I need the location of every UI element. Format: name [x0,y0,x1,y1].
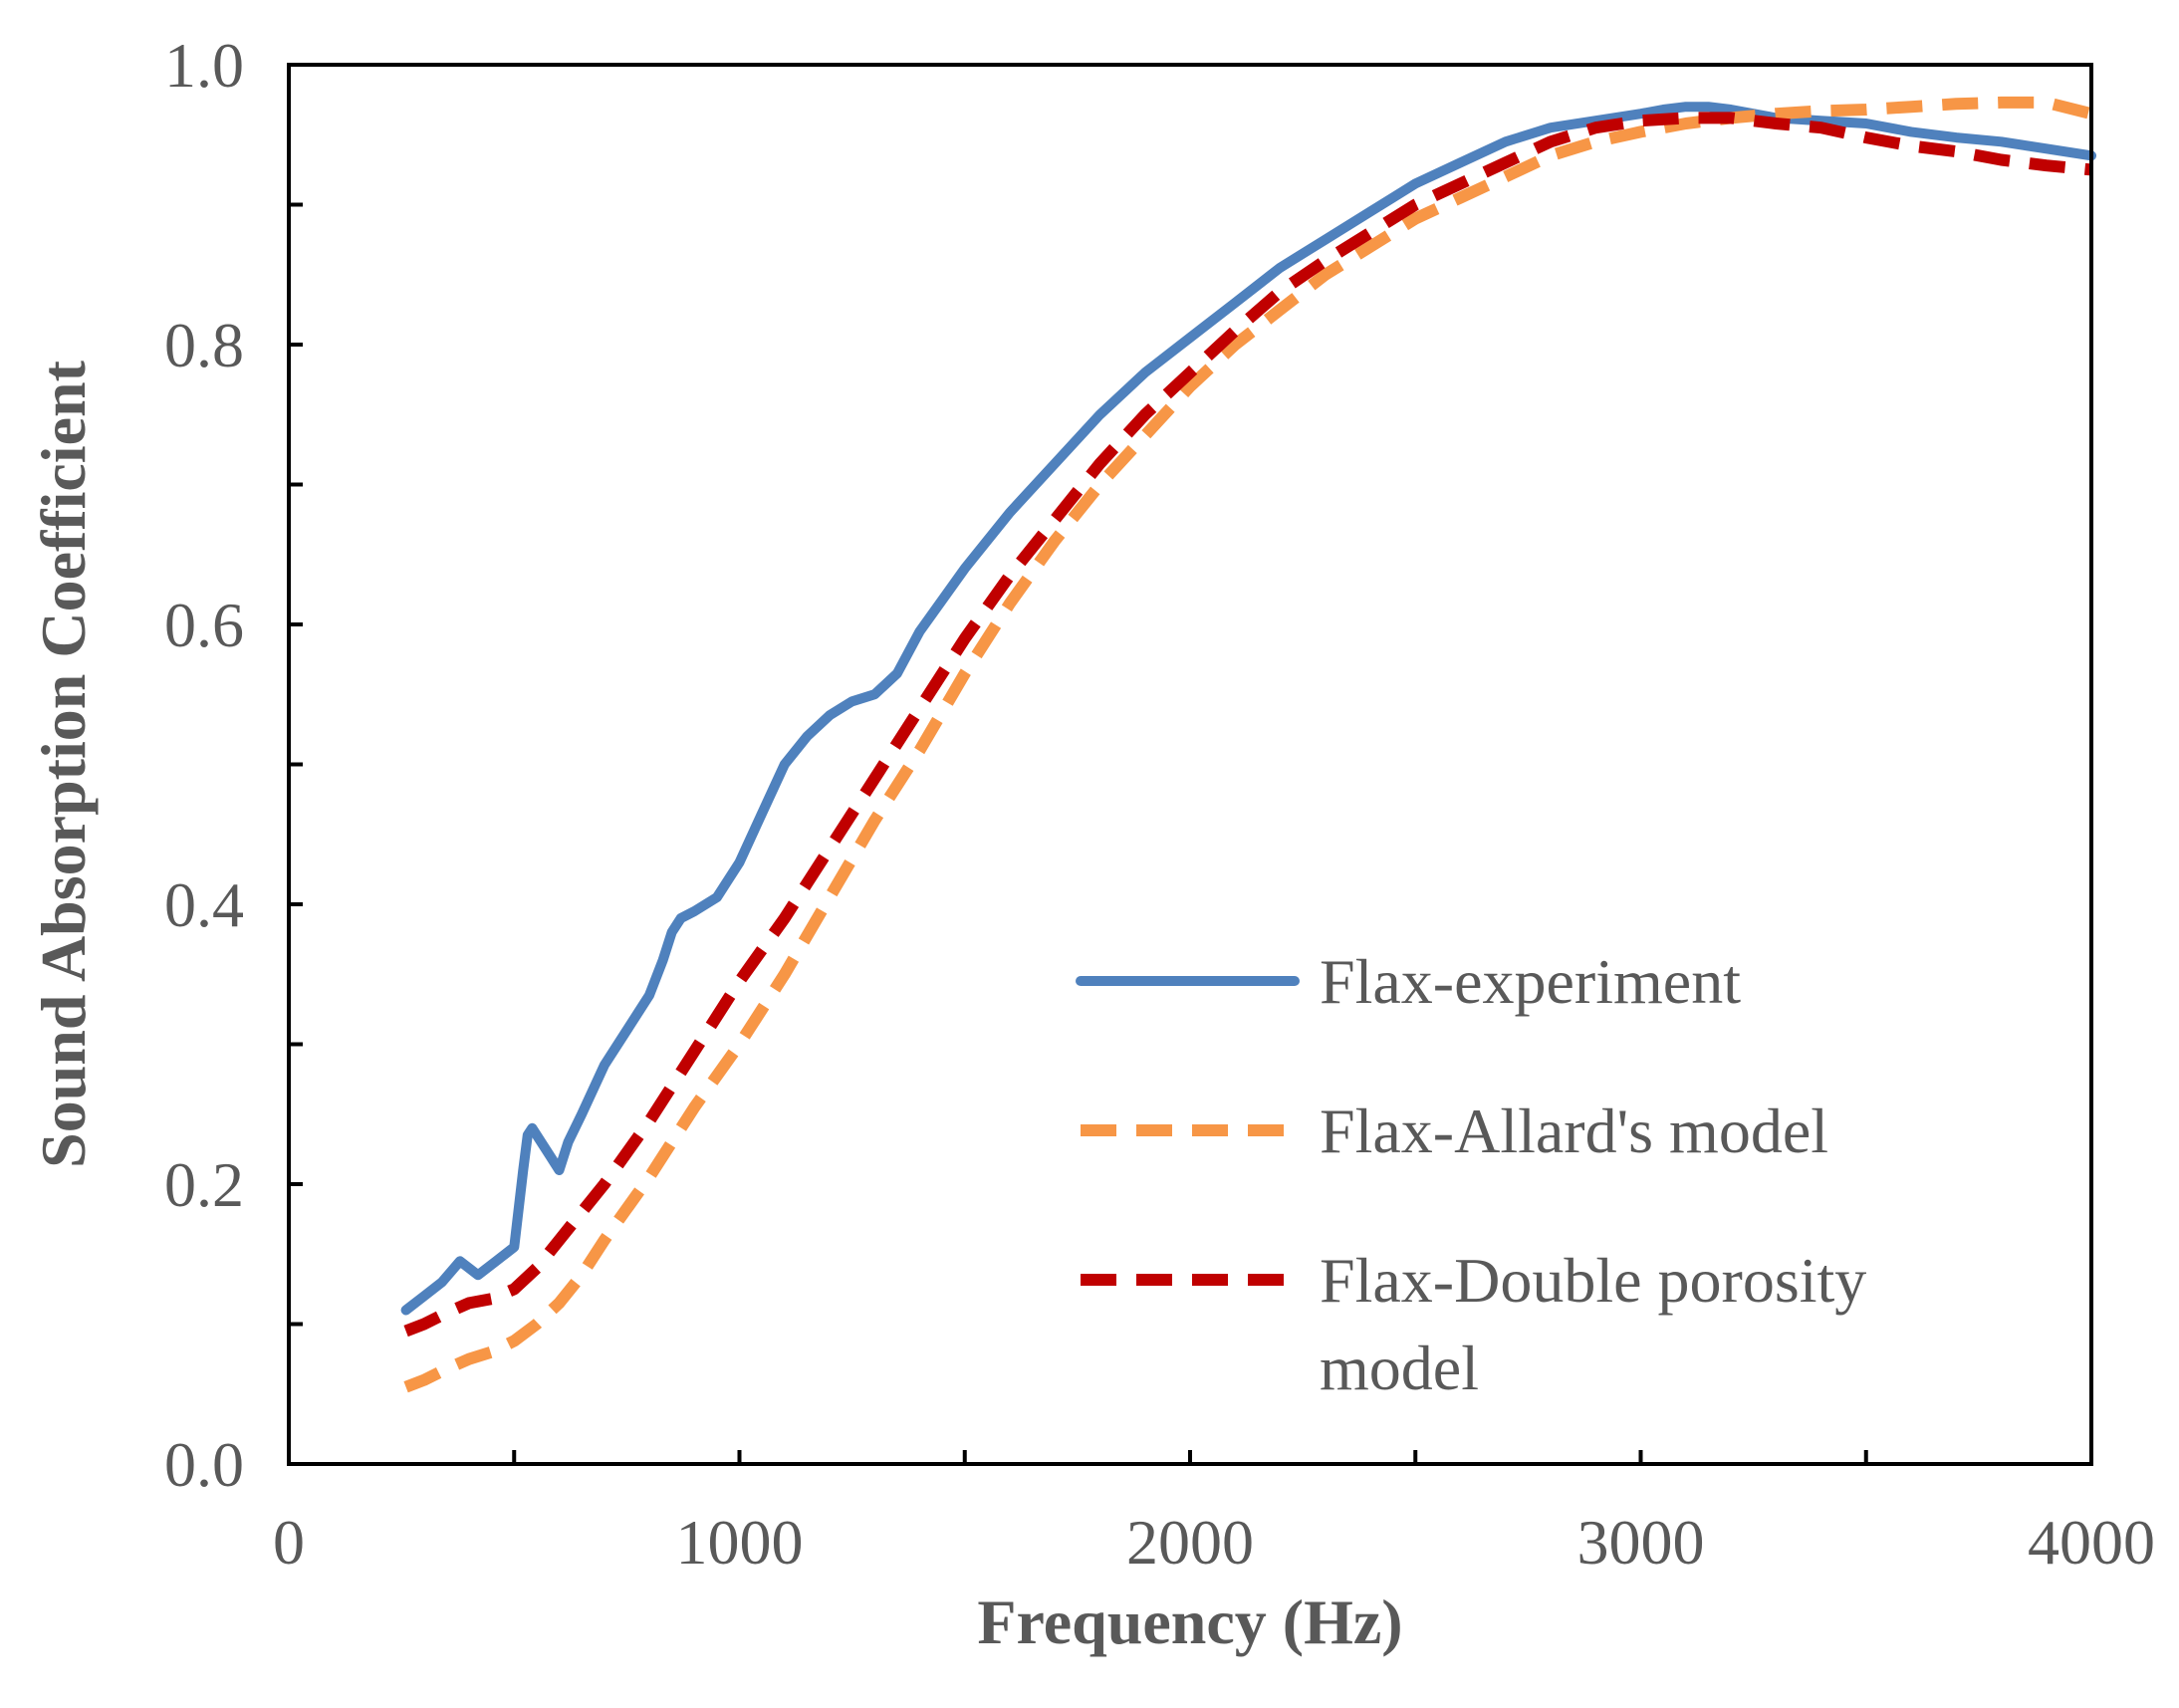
labels-layer: 0 1000 2000 3000 4000 0.0 0.2 0.4 0.6 0.8 1.0 Frequ… [28,30,2155,1657]
series-layer [400,96,2096,1393]
y-tick-label: 0.0 [164,1429,244,1500]
legend-label-2: Flax-Allard's model [1320,1096,1828,1166]
legend-label-1: Flax-experiment [1320,946,1741,1017]
x-tick-label: 0 [273,1507,305,1578]
x-tick-label: 3000 [1577,1507,1705,1578]
y-tick-label: 0.2 [164,1149,244,1220]
series-line-3 [403,112,2092,1338]
y-tick-label: 0.8 [164,310,244,380]
legend-label-3: Flax-Double porosity [1320,1245,1866,1316]
x-tick-label: 1000 [676,1507,804,1578]
series-line-1 [400,102,2096,1316]
x-tick-label: 2000 [1126,1507,1254,1578]
y-tick-label: 0.6 [164,590,244,660]
y-tick-label: 0.4 [164,869,244,940]
ticks-layer [287,63,2093,1466]
legend: Flax-experiment Flax-Allard's model Flax-D… [1076,946,1866,1403]
y-tick-label: 1.0 [164,30,244,101]
x-tick-label: 4000 [2028,1507,2155,1578]
legend-label-3: model [1320,1333,1479,1403]
y-axis-title: Sound Absorption Coefficient [28,360,99,1167]
x-axis-title: Frequency (Hz) [977,1586,1402,1657]
series-line-2 [403,96,2093,1393]
